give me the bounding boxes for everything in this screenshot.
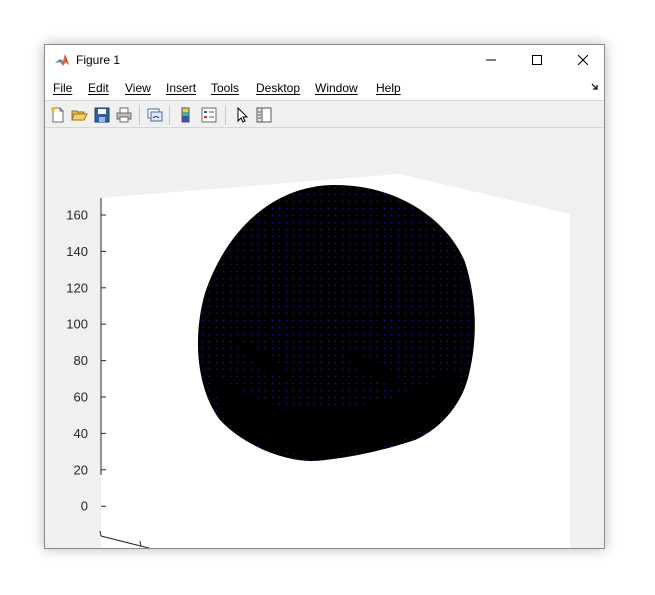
- matlab-logo-icon: [54, 52, 70, 68]
- close-icon: [578, 55, 588, 65]
- menu-desktop[interactable]: Desktop: [256, 81, 301, 95]
- z-tick-label: 20: [74, 462, 88, 477]
- save-button[interactable]: [93, 106, 111, 124]
- z-tick-label: 0: [81, 499, 88, 514]
- dock-figure-icon[interactable]: [591, 83, 599, 91]
- z-tick-label: 100: [66, 317, 88, 332]
- toolbar-separator: [225, 105, 226, 125]
- maximize-icon: [532, 55, 542, 65]
- z-tick-label: 140: [66, 244, 88, 259]
- property-inspector-button[interactable]: [255, 106, 273, 124]
- z-tick-label: 60: [74, 390, 88, 405]
- z-tick-label: 120: [66, 280, 88, 295]
- property-inspector-icon: [256, 107, 272, 123]
- edit-plot-button[interactable]: [233, 106, 251, 124]
- minimize-icon: [486, 59, 496, 61]
- close-button[interactable]: [560, 45, 604, 75]
- toolbar-separator: [169, 105, 170, 125]
- menu-bar: File Edit View Insert Tools Desktop Wind…: [45, 75, 604, 100]
- new-figure-button[interactable]: [49, 106, 67, 124]
- insert-colorbar-icon: [181, 107, 190, 123]
- x-axis-line: [100, 535, 151, 548]
- z-tick-label: 40: [74, 426, 88, 441]
- insert-legend-icon: [201, 107, 217, 123]
- open-file-button[interactable]: [70, 106, 88, 124]
- maximize-button[interactable]: [514, 45, 560, 75]
- x-axis-ticks: 050100150: [99, 530, 142, 547]
- menu-window[interactable]: Window: [315, 81, 358, 95]
- x-tick-mark: [99, 530, 102, 537]
- print-icon: [116, 107, 132, 123]
- menu-insert[interactable]: Insert: [166, 81, 197, 95]
- z-axis-ticks: 160 140 120 100 80 60 40 20 0: [66, 208, 106, 514]
- open-file-icon: [71, 110, 88, 121]
- link-plot-icon: [147, 108, 163, 122]
- window-title: Figure 1: [76, 53, 121, 67]
- z-tick-label: 160: [66, 208, 88, 223]
- menu-edit[interactable]: Edit: [88, 81, 109, 95]
- z-tick-label: 80: [74, 353, 88, 368]
- save-icon: [94, 107, 110, 123]
- title-bar: Figure 1: [45, 45, 604, 75]
- toolbar-separator: [139, 105, 140, 125]
- insert-colorbar-button[interactable]: [177, 106, 195, 124]
- menu-help[interactable]: Help: [376, 81, 401, 95]
- menu-file[interactable]: File: [53, 81, 73, 95]
- link-plot-button[interactable]: [146, 106, 164, 124]
- menu-tools[interactable]: Tools: [211, 81, 240, 95]
- mesh-vertices: [197, 185, 475, 462]
- figure-window: Figure 1 File Edit View Insert Tools Des…: [44, 44, 605, 549]
- menu-view[interactable]: View: [125, 81, 151, 95]
- minimize-button[interactable]: [468, 45, 514, 75]
- x-tick-mark: [139, 540, 142, 547]
- new-figure-icon: [51, 107, 64, 123]
- print-button[interactable]: [115, 106, 133, 124]
- figure-toolbar: [45, 100, 604, 128]
- edit-plot-icon: [237, 106, 249, 123]
- insert-legend-button[interactable]: [200, 106, 218, 124]
